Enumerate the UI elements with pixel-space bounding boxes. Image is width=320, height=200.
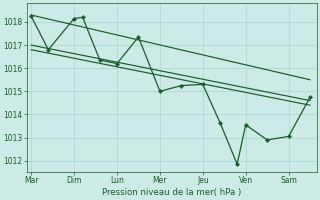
X-axis label: Pression niveau de la mer( hPa ): Pression niveau de la mer( hPa ) bbox=[102, 188, 241, 197]
